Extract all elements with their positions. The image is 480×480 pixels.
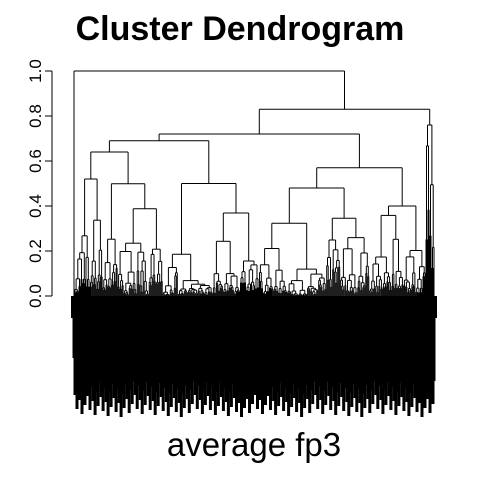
leaf-label-band: [71, 296, 437, 318]
y-tick-label: 1.0: [26, 59, 45, 83]
y-tick-label: 0.4: [26, 194, 45, 218]
y-tick-label: 0.2: [26, 239, 45, 263]
leaf-label: [433, 318, 436, 381]
y-tick-label: 0.6: [26, 149, 45, 173]
y-tick-label: 0.8: [26, 104, 45, 128]
y-axis: 0.0 0.2 0.4 0.6 0.8 1.0: [26, 59, 52, 308]
y-axis-ticks: 0.0 0.2 0.4 0.6 0.8 1.0: [26, 59, 52, 308]
leaf-labels: [71, 296, 437, 417]
dendrogram-tree: [74, 71, 434, 296]
y-tick-label: 0.0: [26, 284, 45, 308]
x-axis-label: average fp3: [0, 426, 480, 464]
